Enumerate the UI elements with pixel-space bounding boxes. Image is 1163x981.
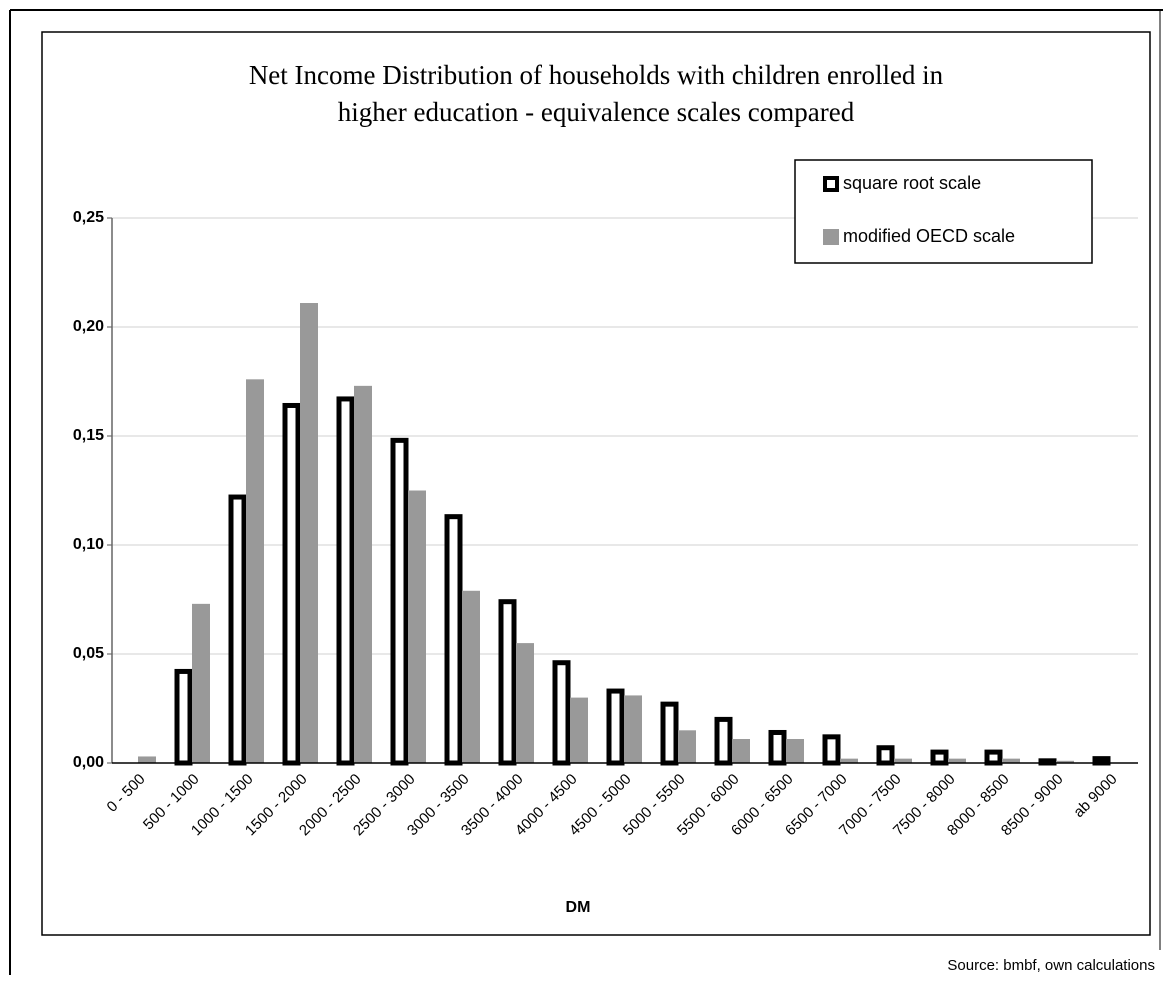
legend-swatch xyxy=(823,229,839,245)
bar xyxy=(552,660,571,766)
legend-box xyxy=(794,159,1093,264)
y-tick-label: 0,15 xyxy=(73,427,104,444)
bar xyxy=(174,668,193,766)
bar xyxy=(570,697,588,763)
source-note: Source: bmbf, own calculations xyxy=(947,957,1155,974)
bar xyxy=(192,603,210,763)
y-tick-label: 0,00 xyxy=(73,754,104,771)
bar xyxy=(1056,760,1074,763)
bar xyxy=(714,716,733,766)
y-tick-label: 0,10 xyxy=(73,536,104,553)
bar xyxy=(246,379,264,763)
legend-swatch xyxy=(823,176,839,192)
bar xyxy=(786,739,804,763)
bar xyxy=(732,739,750,763)
x-tick-label: 0 - 500 xyxy=(104,771,149,816)
bar xyxy=(300,303,318,763)
bar xyxy=(282,402,301,766)
bar xyxy=(390,437,409,766)
chart-title: higher education - equivalence scales co… xyxy=(338,97,855,127)
bar xyxy=(678,730,696,763)
bar xyxy=(984,749,1003,766)
bar xyxy=(138,756,156,763)
bar xyxy=(894,758,912,763)
y-tick-label: 0,20 xyxy=(73,318,104,335)
bar xyxy=(498,599,517,766)
bar xyxy=(354,385,372,763)
chart-area xyxy=(41,31,1151,936)
y-tick-label: 0,25 xyxy=(73,209,104,226)
bar xyxy=(462,590,480,763)
bar xyxy=(408,490,426,763)
x-tick-label: ab 9000 xyxy=(1070,771,1120,821)
y-tick-label: 0,05 xyxy=(73,645,104,662)
bar xyxy=(606,688,625,766)
legend-label: modified OECD scale xyxy=(843,226,1015,246)
bar xyxy=(822,734,841,766)
bar xyxy=(336,396,355,766)
bar xyxy=(228,494,247,766)
legend-label: square root scale xyxy=(843,173,981,193)
bar xyxy=(516,643,534,763)
bar xyxy=(876,745,895,766)
bar xyxy=(768,729,787,766)
bar xyxy=(948,758,966,763)
bar xyxy=(444,514,463,766)
bar xyxy=(1002,758,1020,763)
bar xyxy=(930,749,949,766)
bar xyxy=(840,758,858,763)
bar xyxy=(660,701,679,766)
bar xyxy=(624,695,642,763)
x-axis-label: DM xyxy=(566,899,591,916)
chart-title: Net Income Distribution of households wi… xyxy=(249,60,944,90)
